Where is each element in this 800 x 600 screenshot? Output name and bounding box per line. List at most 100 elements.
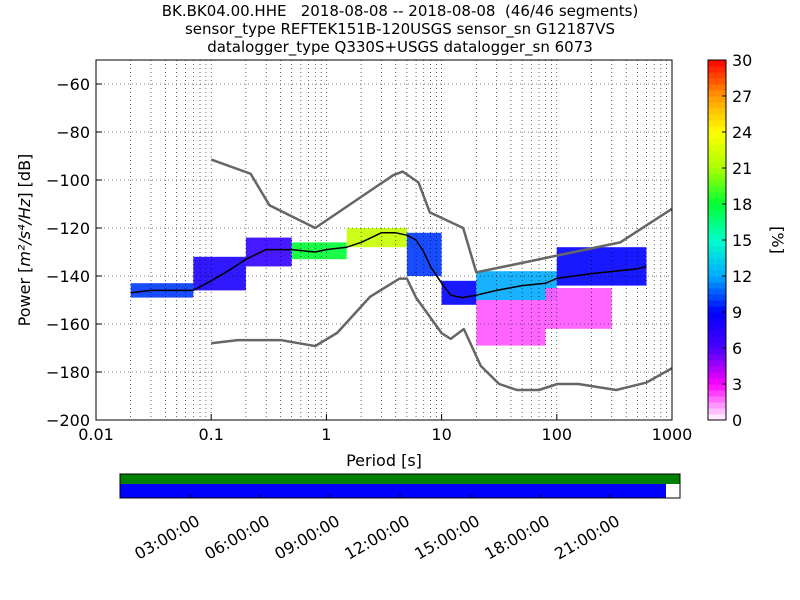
chart-title-line-2: sensor_type REFTEK151B-120USGS sensor_sn… — [184, 20, 616, 38]
colorbar-segment-59 — [708, 60, 726, 67]
colorbar-segment-9 — [708, 360, 726, 367]
colorbar-segment-56 — [708, 78, 726, 85]
time-tick-label-5: 18:00:00 — [481, 511, 553, 563]
colorbar-segment-23 — [708, 276, 726, 283]
colorbar-segment-53 — [708, 96, 726, 103]
colorbar-tick-label-10: 30 — [732, 51, 752, 70]
colorbar-segment-36 — [708, 198, 726, 205]
colorbar-label: [%] — [768, 226, 787, 254]
colorbar-segment-7 — [708, 372, 726, 379]
colorbar-segment-8 — [708, 366, 726, 373]
colorbar-segment-52 — [708, 102, 726, 109]
colorbar-tick-label-3: 9 — [732, 303, 742, 322]
colorbar-tick-label-8: 24 — [732, 123, 752, 142]
colorbar-segment-27 — [708, 252, 726, 259]
colorbar-segment-39 — [708, 180, 726, 187]
chart-title-line-1: BK.BK04.00.HHE 2018-08-08 -- 2018-08-08 … — [161, 2, 639, 20]
colorbar-segment-10 — [708, 354, 726, 361]
colorbar-segment-29 — [708, 240, 726, 247]
colorbar-segment-46 — [708, 138, 726, 145]
colorbar-segment-38 — [708, 186, 726, 193]
colorbar-tick-label-6: 18 — [732, 195, 752, 214]
low-noise-model-line — [211, 277, 673, 392]
colorbar-segment-20 — [708, 294, 726, 301]
colorbar-segment-50 — [708, 114, 726, 121]
x-tick-label-4: 100 — [542, 425, 573, 444]
density-cell-2 — [245, 237, 292, 267]
colorbar-segment-1 — [708, 408, 726, 415]
colorbar-segment-47 — [708, 132, 726, 139]
colorbar-segment-5 — [708, 384, 726, 391]
colorbar-segment-2 — [708, 402, 726, 409]
colorbar-segment-35 — [708, 204, 726, 211]
density-cell-9 — [476, 300, 546, 346]
colorbar-segment-16 — [708, 318, 726, 325]
colorbar-segment-28 — [708, 246, 726, 253]
high-noise-model-line — [210, 158, 673, 274]
colorbar-tick-label-9: 27 — [732, 87, 752, 106]
colorbar-tick-label-1: 3 — [732, 375, 742, 394]
colorbar-segment-51 — [708, 108, 726, 115]
colorbar-tick-label-5: 15 — [732, 231, 752, 250]
colorbar-segment-30 — [708, 234, 726, 241]
colorbar-segment-24 — [708, 270, 726, 277]
colorbar-segment-49 — [708, 120, 726, 127]
y-tick-label-2: −160 — [46, 315, 90, 334]
colorbar-segment-0 — [708, 414, 726, 421]
colorbar-segment-15 — [708, 324, 726, 331]
y-tick-label-1: −180 — [46, 363, 90, 382]
colorbar-segment-18 — [708, 306, 726, 313]
colorbar-segment-3 — [708, 396, 726, 403]
y-tick-label-5: −100 — [46, 171, 90, 190]
time-tick-label-4: 15:00:00 — [411, 511, 483, 563]
colorbar-segment-40 — [708, 174, 726, 181]
time-tick-label-0: 03:00:00 — [131, 511, 203, 563]
colorbar-segment-14 — [708, 330, 726, 337]
density-cell-10 — [545, 288, 612, 329]
plot-frame — [95, 59, 673, 421]
colorbar-segment-33 — [708, 216, 726, 223]
colorbar-tick-label-7: 21 — [732, 159, 752, 178]
colorbar-segment-21 — [708, 288, 726, 295]
x-tick-label-0: 0.01 — [78, 425, 114, 444]
colorbar-segment-42 — [708, 162, 726, 169]
y-tick-label-7: −60 — [56, 75, 90, 94]
time-data-bar — [120, 484, 666, 498]
colorbar-segment-4 — [708, 390, 726, 397]
x-tick-label-1: 0.1 — [198, 425, 223, 444]
colorbar-segment-25 — [708, 264, 726, 271]
time-gap-bar — [120, 474, 680, 484]
time-tick-label-1: 06:00:00 — [201, 511, 273, 563]
chart-title-line-3: datalogger_type Q330S+USGS datalogger_sn… — [207, 38, 593, 56]
colorbar-segment-57 — [708, 72, 726, 79]
time-tick-label-6: 21:00:00 — [551, 511, 623, 563]
colorbar-segment-19 — [708, 300, 726, 307]
median-line — [130, 232, 647, 299]
x-axis-label: Period [s] — [346, 451, 422, 470]
colorbar-segment-17 — [708, 312, 726, 319]
y-tick-label-0: −200 — [46, 411, 90, 430]
colorbar-tick-label-0: 0 — [732, 411, 742, 430]
colorbar-tick-label-4: 12 — [732, 267, 752, 286]
colorbar-segment-37 — [708, 192, 726, 199]
y-tick-label-3: −140 — [46, 267, 90, 286]
colorbar-tick-label-2: 6 — [732, 339, 742, 358]
y-tick-label-6: −80 — [56, 123, 90, 142]
colorbar-segment-12 — [708, 342, 726, 349]
colorbar-segment-54 — [708, 90, 726, 97]
y-axis-label: Power [m²/s⁴/Hz] [dB] — [15, 154, 34, 327]
x-tick-label-2: 1 — [321, 425, 331, 444]
colorbar-segment-31 — [708, 228, 726, 235]
time-tick-label-3: 12:00:00 — [341, 511, 413, 563]
colorbar-segment-26 — [708, 258, 726, 265]
colorbar-segment-11 — [708, 348, 726, 355]
colorbar-segment-58 — [708, 66, 726, 73]
density-cell-1 — [193, 256, 246, 291]
colorbar-segment-43 — [708, 156, 726, 163]
colorbar-segment-13 — [708, 336, 726, 343]
colorbar-segment-48 — [708, 126, 726, 133]
density-cell-6 — [441, 280, 477, 305]
colorbar-segment-44 — [708, 150, 726, 157]
density-cell-7 — [476, 271, 557, 300]
